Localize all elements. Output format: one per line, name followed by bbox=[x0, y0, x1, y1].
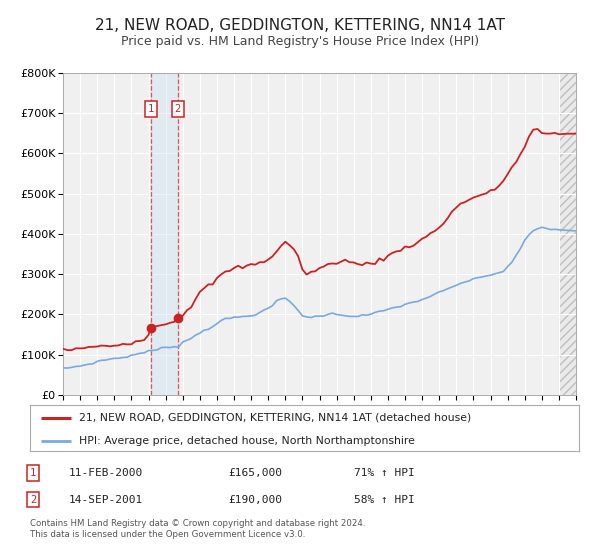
Text: HPI: Average price, detached house, North Northamptonshire: HPI: Average price, detached house, Nort… bbox=[79, 436, 415, 446]
Text: 21, NEW ROAD, GEDDINGTON, KETTERING, NN14 1AT (detached house): 21, NEW ROAD, GEDDINGTON, KETTERING, NN1… bbox=[79, 413, 472, 423]
Text: Contains HM Land Registry data © Crown copyright and database right 2024.
This d: Contains HM Land Registry data © Crown c… bbox=[30, 520, 365, 539]
Text: 2: 2 bbox=[30, 494, 36, 505]
Text: 1: 1 bbox=[148, 104, 154, 114]
Text: 58% ↑ HPI: 58% ↑ HPI bbox=[354, 494, 415, 505]
Bar bbox=[559, 73, 576, 395]
Text: 11-FEB-2000: 11-FEB-2000 bbox=[69, 468, 143, 478]
Text: £190,000: £190,000 bbox=[228, 494, 282, 505]
Text: 21, NEW ROAD, GEDDINGTON, KETTERING, NN14 1AT: 21, NEW ROAD, GEDDINGTON, KETTERING, NN1… bbox=[95, 18, 505, 32]
Text: Price paid vs. HM Land Registry's House Price Index (HPI): Price paid vs. HM Land Registry's House … bbox=[121, 35, 479, 49]
Bar bbox=[559, 73, 576, 395]
Text: 2: 2 bbox=[175, 104, 181, 114]
Text: 14-SEP-2001: 14-SEP-2001 bbox=[69, 494, 143, 505]
Text: £165,000: £165,000 bbox=[228, 468, 282, 478]
Bar bbox=[151, 73, 178, 395]
Text: 1: 1 bbox=[30, 468, 36, 478]
Text: 71% ↑ HPI: 71% ↑ HPI bbox=[354, 468, 415, 478]
